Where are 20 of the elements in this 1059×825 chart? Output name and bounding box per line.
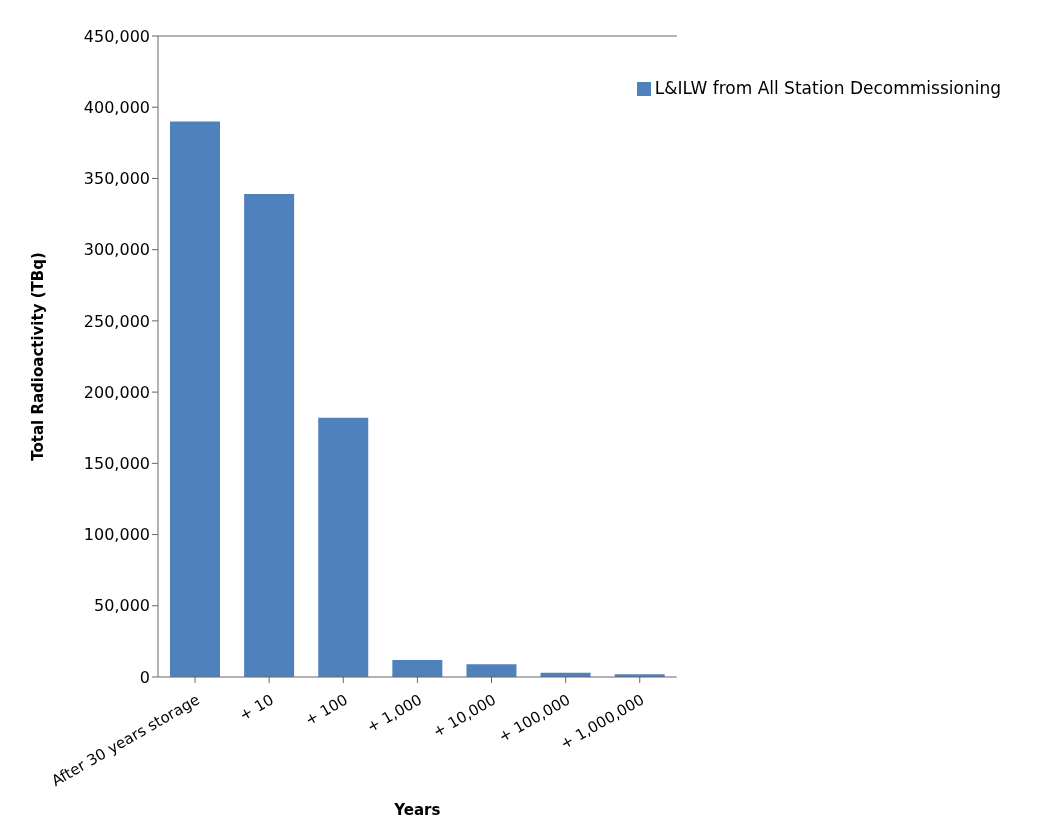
y-tick-label: 200,000 — [83, 382, 150, 402]
bar — [392, 659, 443, 677]
y-axis-title: Total Radioactivity (TBq) — [29, 252, 48, 461]
legend-label: L&ILW from All Station Decommissioning — [654, 78, 1001, 98]
y-tick-label: 450,000 — [83, 26, 150, 46]
y-tick-label: 50,000 — [94, 596, 150, 616]
x-axis-title: Years — [393, 801, 441, 819]
x-tick-label: + 100 — [302, 690, 351, 730]
bar — [466, 664, 517, 677]
bar — [244, 194, 295, 677]
x-tick-label: + 10 — [236, 690, 277, 725]
y-tick-label: 350,000 — [83, 169, 150, 189]
y-tick-label: 100,000 — [83, 525, 150, 545]
bar — [318, 417, 369, 677]
y-tick-label: 0 — [139, 667, 150, 687]
y-tick-label: 150,000 — [83, 454, 150, 474]
y-tick-label: 250,000 — [83, 311, 150, 331]
y-tick-label: 300,000 — [83, 240, 150, 260]
bar — [170, 121, 220, 677]
y-tick-label: 400,000 — [83, 97, 150, 117]
